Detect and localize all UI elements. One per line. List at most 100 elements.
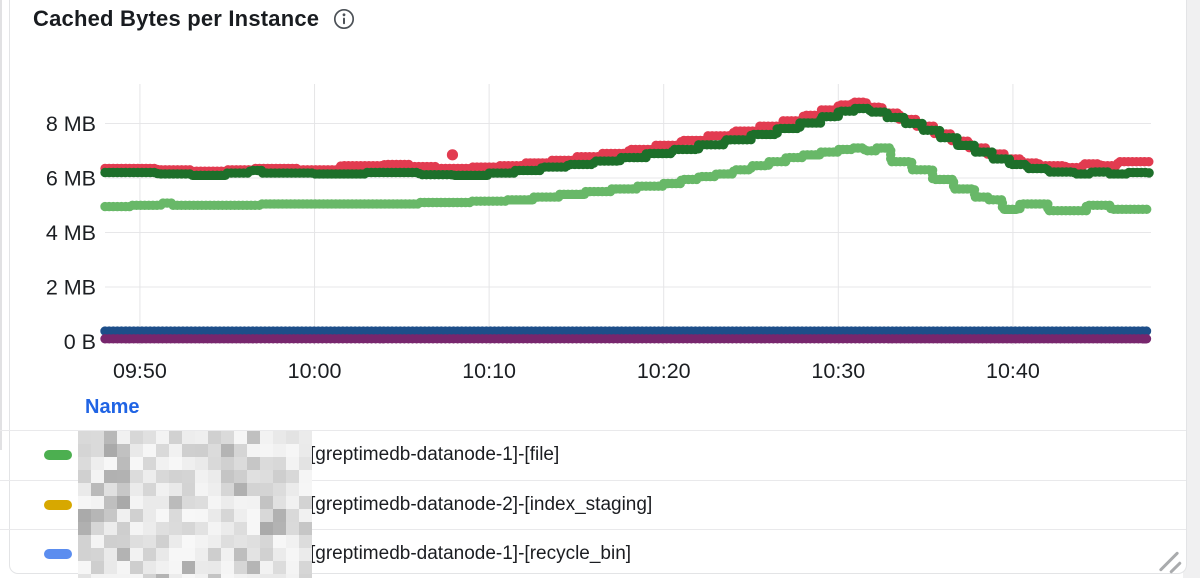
y-axis-tick-label: 0 B — [64, 330, 96, 354]
mosaic-cell — [143, 574, 156, 578]
mosaic-cell — [169, 509, 182, 522]
mosaic-cell — [104, 574, 117, 578]
mosaic-cell — [156, 574, 169, 578]
mosaic-cell — [221, 457, 234, 470]
mosaic-cell — [195, 444, 208, 457]
mosaic-cell — [286, 561, 299, 574]
mosaic-cell — [221, 548, 234, 561]
mosaic-cell — [78, 548, 91, 561]
mosaic-cell — [221, 574, 234, 578]
series-line-dark-green[interactable] — [100, 103, 1154, 180]
mosaic-cell — [143, 561, 156, 574]
mosaic-cell — [78, 431, 91, 444]
mosaic-cell — [91, 522, 104, 535]
mosaic-cell — [273, 561, 286, 574]
mosaic-cell — [221, 561, 234, 574]
mosaic-cell — [234, 431, 247, 444]
mosaic-cell — [195, 574, 208, 578]
mosaic-cell — [130, 509, 143, 522]
legend-row[interactable]: [greptimedb-datanode-1]-[recycle_bin] — [0, 529, 1186, 578]
mosaic-cell — [260, 574, 273, 578]
mosaic-cell — [208, 574, 221, 578]
mosaic-cell — [221, 444, 234, 457]
mosaic-cell — [247, 548, 260, 561]
mosaic-cell — [247, 457, 260, 470]
legend-row[interactable]: [greptimedb-datanode-2]-[index_staging] — [0, 479, 1186, 530]
outlier-point[interactable] — [446, 149, 459, 161]
mosaic-cell — [208, 548, 221, 561]
mosaic-cell — [117, 470, 130, 483]
mosaic-cell — [104, 548, 117, 561]
mosaic-cell — [286, 496, 299, 509]
mosaic-cell — [195, 470, 208, 483]
mosaic-cell — [182, 522, 195, 535]
mosaic-cell — [130, 522, 143, 535]
mosaic-cell — [221, 483, 234, 496]
y-axis-tick-label: 4 MB — [46, 221, 96, 245]
series-line-light-green[interactable] — [100, 143, 1154, 216]
mosaic-cell — [130, 483, 143, 496]
mosaic-cell — [169, 561, 182, 574]
page-background-strip — [1183, 0, 1200, 578]
mosaic-cell — [156, 483, 169, 496]
y-axis-tick-label: 8 MB — [46, 112, 96, 136]
info-icon[interactable] — [333, 8, 355, 30]
mosaic-cell — [299, 457, 312, 470]
mosaic-cell — [156, 457, 169, 470]
mosaic-cell — [221, 496, 234, 509]
mosaic-cell — [169, 457, 182, 470]
panel-resize-handle[interactable] — [1155, 548, 1185, 574]
mosaic-cell — [156, 431, 169, 444]
mosaic-cell — [286, 444, 299, 457]
mosaic-cell — [208, 522, 221, 535]
mosaic-cell — [169, 431, 182, 444]
mosaic-cell — [104, 522, 117, 535]
mosaic-cell — [286, 431, 299, 444]
mosaic-cell — [91, 483, 104, 496]
mosaic-cell — [104, 535, 117, 548]
mosaic-cell — [221, 509, 234, 522]
mosaic-cell — [234, 574, 247, 578]
mosaic-cell — [286, 509, 299, 522]
mosaic-cell — [78, 444, 91, 457]
mosaic-cell — [260, 457, 273, 470]
mosaic-cell — [117, 483, 130, 496]
mosaic-cell — [273, 444, 286, 457]
mosaic-cell — [169, 522, 182, 535]
mosaic-cell — [260, 535, 273, 548]
mosaic-cell — [286, 522, 299, 535]
mosaic-cell — [286, 535, 299, 548]
mosaic-cell — [91, 574, 104, 578]
mosaic-cell — [221, 431, 234, 444]
mosaic-cell — [117, 431, 130, 444]
mosaic-cell — [143, 522, 156, 535]
mosaic-cell — [234, 535, 247, 548]
legend-row[interactable]: [greptimedb-datanode-1]-[file] — [0, 430, 1186, 480]
mosaic-cell — [91, 496, 104, 509]
mosaic-cell — [234, 457, 247, 470]
mosaic-cell — [169, 444, 182, 457]
mosaic-cell — [104, 496, 117, 509]
mosaic-cell — [143, 496, 156, 509]
x-axis-tick-label: 10:10 — [462, 359, 516, 383]
legend-sort-name[interactable]: Name — [85, 396, 140, 418]
mosaic-cell — [195, 561, 208, 574]
mosaic-cell — [182, 561, 195, 574]
mosaic-cell — [273, 535, 286, 548]
cached-bytes-chart[interactable]: 0 B 2 MB 4 MB 6 MB 8 MB 09:50 10:00 10:10 10:20 1… — [0, 0, 1200, 392]
plot-area[interactable] — [105, 74, 1151, 345]
mosaic-cell — [208, 535, 221, 548]
mosaic-cell — [247, 470, 260, 483]
mosaic-cell — [286, 457, 299, 470]
mosaic-cell — [91, 548, 104, 561]
x-axis-tick-label: 09:50 — [113, 359, 167, 383]
mosaic-cell — [78, 457, 91, 470]
mosaic-cell — [221, 470, 234, 483]
mosaic-cell — [143, 470, 156, 483]
mosaic-cell — [117, 509, 130, 522]
mosaic-cell — [104, 483, 117, 496]
mosaic-cell — [169, 496, 182, 509]
mosaic-cell — [195, 483, 208, 496]
mosaic-cell — [182, 574, 195, 578]
